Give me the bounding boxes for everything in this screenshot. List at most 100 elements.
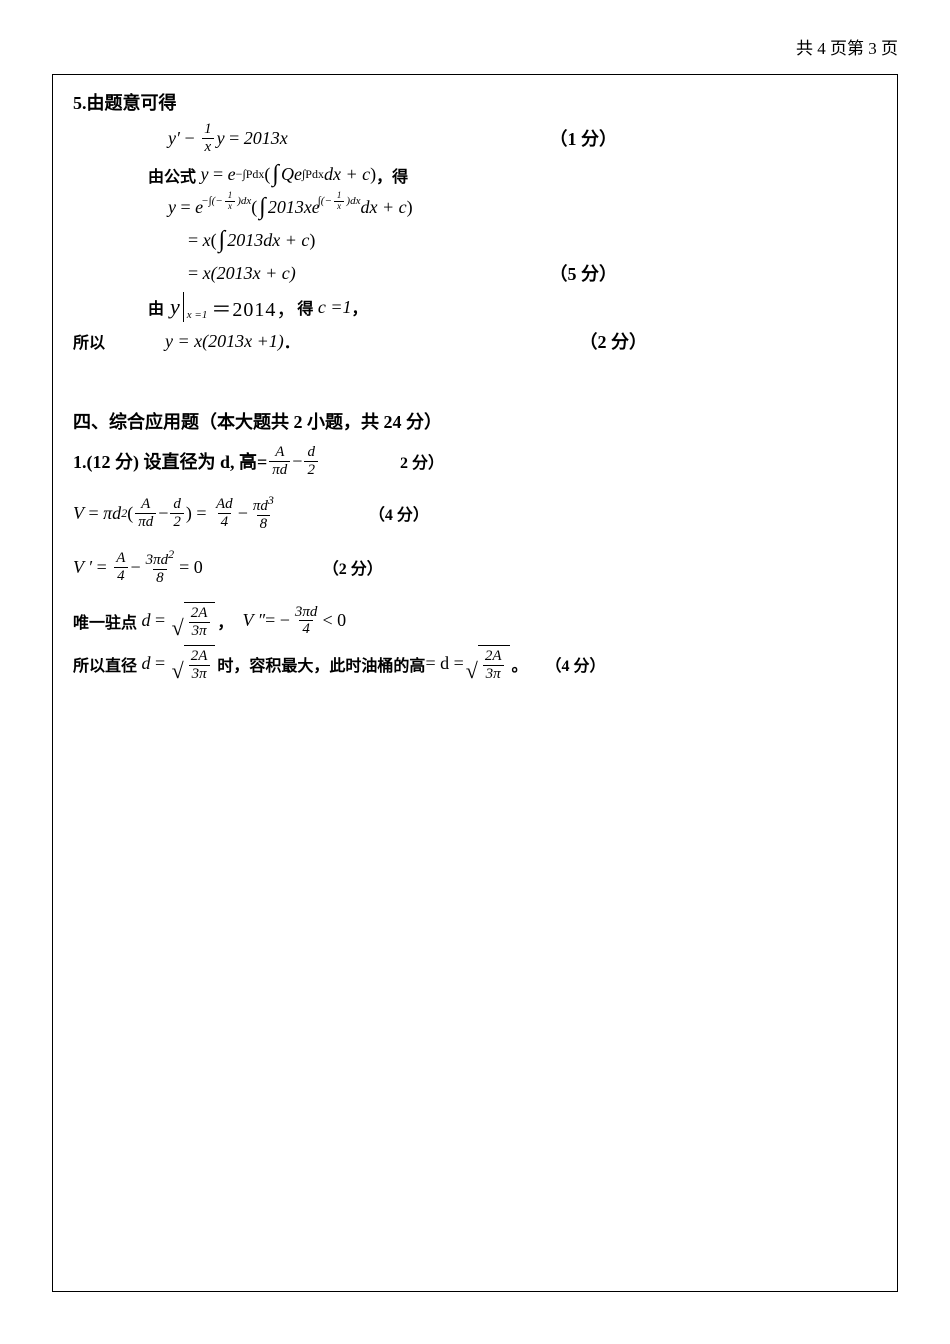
score-5: （5 分） xyxy=(550,260,618,286)
math-final: y = x(2013x +1) xyxy=(165,331,284,352)
math-expr: y′ − 1 x y = 2013x xyxy=(168,121,288,155)
neg: = − xyxy=(265,610,290,631)
lparen: ( xyxy=(264,164,270,185)
V: V xyxy=(73,503,84,524)
score-4b: （4 分） xyxy=(546,652,606,676)
integral-icon: ∫ xyxy=(259,194,266,221)
math-height: = d = √ 2A 3π xyxy=(425,645,511,682)
math-d: d = √ 2A 3π xyxy=(137,645,217,682)
n: 2A xyxy=(482,648,505,665)
q1-label: 1.(12 分) 设直径为 d, 高= xyxy=(73,448,267,474)
rparen: ) xyxy=(309,230,315,251)
d: 4 xyxy=(218,513,232,531)
3pid: 3πd xyxy=(146,552,169,568)
rhs: 2013x xyxy=(244,128,288,149)
sqrt-body: 2A 3π xyxy=(478,645,510,682)
minus: − xyxy=(292,451,302,472)
mini-frac: 1 x xyxy=(225,191,236,212)
eq: = xyxy=(84,503,103,524)
d: 8 xyxy=(257,515,271,533)
frac-A-pid: A πd xyxy=(135,496,156,530)
e: e xyxy=(228,164,236,185)
section4-title: 四、综合应用题（本大题共 2 小题，共 24 分） xyxy=(73,408,877,434)
math-expr: y x =1 ＝2014， xyxy=(170,292,297,322)
math-expr: V ′ = A 4 − 3πd2 8 = 0 xyxy=(73,548,203,586)
d: πd xyxy=(135,513,156,531)
exp1: −∫Pdx xyxy=(236,167,265,182)
num: 1 xyxy=(201,121,215,138)
radical-icon: √ xyxy=(172,617,184,639)
final-y: y = x(2013x +1) xyxy=(165,331,284,352)
exp2-head: ∫(− xyxy=(318,196,332,207)
math-expr: y = e −∫(− 1 x )dx ( ∫ 2013xe ∫(− xyxy=(168,194,413,221)
n: 1 xyxy=(334,191,345,201)
get: 得 xyxy=(297,295,313,319)
math-expr: = x(2013x + c) xyxy=(188,263,296,284)
n: 3πd2 xyxy=(143,548,178,569)
score-2: （2 分） xyxy=(580,328,648,354)
sqrt-body: 2A 3π xyxy=(184,602,216,639)
q1-label-line: 1.(12 分) 设直径为 d, 高= A πd − d 2 2 分） xyxy=(73,444,877,478)
c1: c =1 xyxy=(318,297,352,318)
eq: = xyxy=(188,263,203,284)
d: 2 xyxy=(170,513,184,531)
d: x xyxy=(334,201,344,212)
integrand: 2013dx + c xyxy=(227,230,309,251)
math-expr: = x ( ∫ 2013dx + c ) xyxy=(188,227,315,254)
n: πd3 xyxy=(250,494,277,515)
q1-unique-line: 唯一驻点 d = √ 2A 3π ， V ″ = − 3πd 4 xyxy=(73,602,877,639)
e2: e xyxy=(294,164,302,185)
score-1: （1 分） xyxy=(550,125,618,151)
q5-eq1: y′ − 1 x y = 2013x （1 分） xyxy=(168,121,877,155)
n: A xyxy=(113,550,128,567)
eq: = xyxy=(151,610,170,631)
n: A xyxy=(272,444,287,461)
eq: = xyxy=(225,128,244,149)
n: 1 xyxy=(225,191,236,201)
n: 2A xyxy=(188,648,211,665)
rparen: ) xyxy=(407,197,413,218)
exp-head: −∫(− xyxy=(201,196,223,207)
frac-pid3-8: πd3 8 xyxy=(250,494,277,532)
c-eq: c =1 xyxy=(313,297,351,318)
eq: = xyxy=(209,164,228,185)
q5-formula-line: 由公式 y = e−∫Pdx ( ∫ Q e∫Pdx dx + c ) ，得 xyxy=(148,161,877,188)
unique-label: 唯一驻点 xyxy=(73,609,137,633)
yprime: y′ xyxy=(168,128,180,149)
eq: = xyxy=(151,653,170,674)
exp2: ∫Pdx xyxy=(302,167,324,182)
d: 4 xyxy=(299,620,313,638)
exp-block2: ∫(− 1 x )dx xyxy=(318,191,361,212)
n: 3πd xyxy=(292,604,321,621)
dxc: dx + c xyxy=(360,197,406,218)
n: 2A xyxy=(188,605,211,622)
pid: πd xyxy=(103,503,121,524)
minus: − xyxy=(130,557,140,578)
so-prefix: 所以 xyxy=(73,329,105,353)
y: y xyxy=(217,128,225,149)
n: d xyxy=(304,444,318,461)
d: 3π xyxy=(189,665,210,683)
frac-2A-3pi: 2A 3π xyxy=(188,648,211,682)
2013xe: 2013xe xyxy=(268,197,320,218)
math-expr: y = e−∫Pdx ( ∫ Q e∫Pdx dx + c ) xyxy=(196,161,376,188)
eqd: = d = xyxy=(425,653,463,674)
x: x xyxy=(203,230,211,251)
frac-Ad-4: Ad 4 xyxy=(213,496,236,530)
y: y xyxy=(170,294,180,320)
minus: − xyxy=(180,128,199,149)
exp-tail: )dx xyxy=(237,196,251,207)
eval-sub: x =1 xyxy=(187,309,208,321)
y: y xyxy=(168,197,176,218)
d: πd xyxy=(269,461,290,479)
Vpp-expr: V ″ = − 3πd 4 < 0 xyxy=(233,604,346,638)
lparen: ( xyxy=(127,503,133,524)
dxc: dx + c xyxy=(324,164,370,185)
exp-block: −∫(− 1 x )dx xyxy=(201,191,251,212)
line6-prefix: 由 xyxy=(148,295,164,319)
q1-V-line: V = πd2 ( A πd − d 2 ) = Ad 4 − πd3 8 xyxy=(73,494,877,532)
d: d xyxy=(142,610,151,631)
frac-3pid-4: 3πd 4 xyxy=(292,604,321,638)
lt0: < 0 xyxy=(322,610,346,631)
eq: = xyxy=(176,197,195,218)
